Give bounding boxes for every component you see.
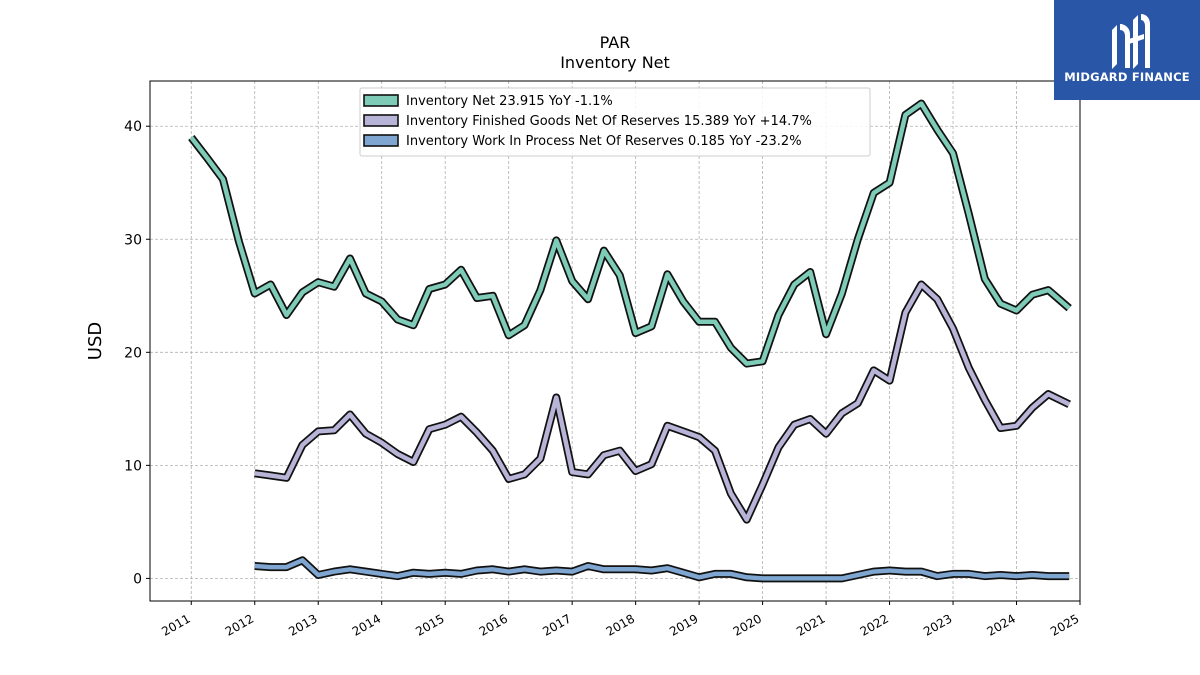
x-tick-label: 2025 — [1048, 611, 1081, 638]
tick-layer: 0 10 20 30 40 2011 2012 2013 2014 2015 2016 2017 201… — [124, 119, 1081, 639]
series-3-line — [254, 558, 1070, 581]
legend-swatch — [363, 134, 399, 147]
legend: Inventory Net 23.915 YoY -1.1% Inventory … — [359, 87, 871, 157]
legend-label: Inventory Finished Goods Net Of Reserves… — [406, 114, 812, 129]
x-tick-label: 2013 — [286, 611, 319, 638]
x-tick-label: 2014 — [350, 611, 383, 638]
series-1-line — [189, 101, 1071, 366]
brand-name: MIDGARD FINANCE — [1064, 70, 1190, 84]
midgard-finance-logo: MIDGARD FINANCE — [1054, 0, 1200, 100]
x-tick-label: 2022 — [858, 611, 891, 638]
x-tick-label: 2018 — [604, 611, 637, 638]
legend-box — [359, 87, 871, 157]
x-tick-label: 2017 — [540, 611, 573, 638]
x-tick-label: 2024 — [985, 611, 1018, 638]
x-tick-label: 2019 — [667, 611, 700, 638]
y-tick-label: 0 — [133, 571, 142, 587]
chart-title: PAR — [600, 33, 631, 52]
y-axis-label: USD — [85, 322, 106, 360]
legend-label: Inventory Work In Process Net Of Reserve… — [406, 134, 802, 149]
y-tick-label: 10 — [124, 458, 142, 474]
x-tick-label: 2021 — [794, 611, 827, 638]
y-tick-label: 30 — [124, 232, 142, 248]
x-tick-label: 2015 — [413, 611, 446, 638]
series-2-line — [254, 282, 1071, 522]
chart-subtitle: Inventory Net — [560, 53, 670, 72]
y-tick-label: 40 — [124, 119, 142, 135]
x-tick-label: 2016 — [477, 611, 510, 638]
legend-swatch — [363, 94, 399, 107]
midgard-logo-icon — [1112, 14, 1150, 69]
x-tick-label: 2020 — [731, 611, 764, 638]
legend-label: Inventory Net 23.915 YoY -1.1% — [406, 94, 613, 109]
legend-swatch — [363, 114, 399, 127]
plot-frame — [149, 80, 1081, 602]
x-tick-label: 2011 — [159, 611, 192, 638]
x-tick-label: 2023 — [921, 611, 954, 638]
series-layer — [188, 99, 1072, 583]
x-tick-label: 2012 — [223, 611, 256, 638]
grid-layer — [150, 81, 1081, 601]
y-tick-label: 20 — [124, 345, 142, 361]
